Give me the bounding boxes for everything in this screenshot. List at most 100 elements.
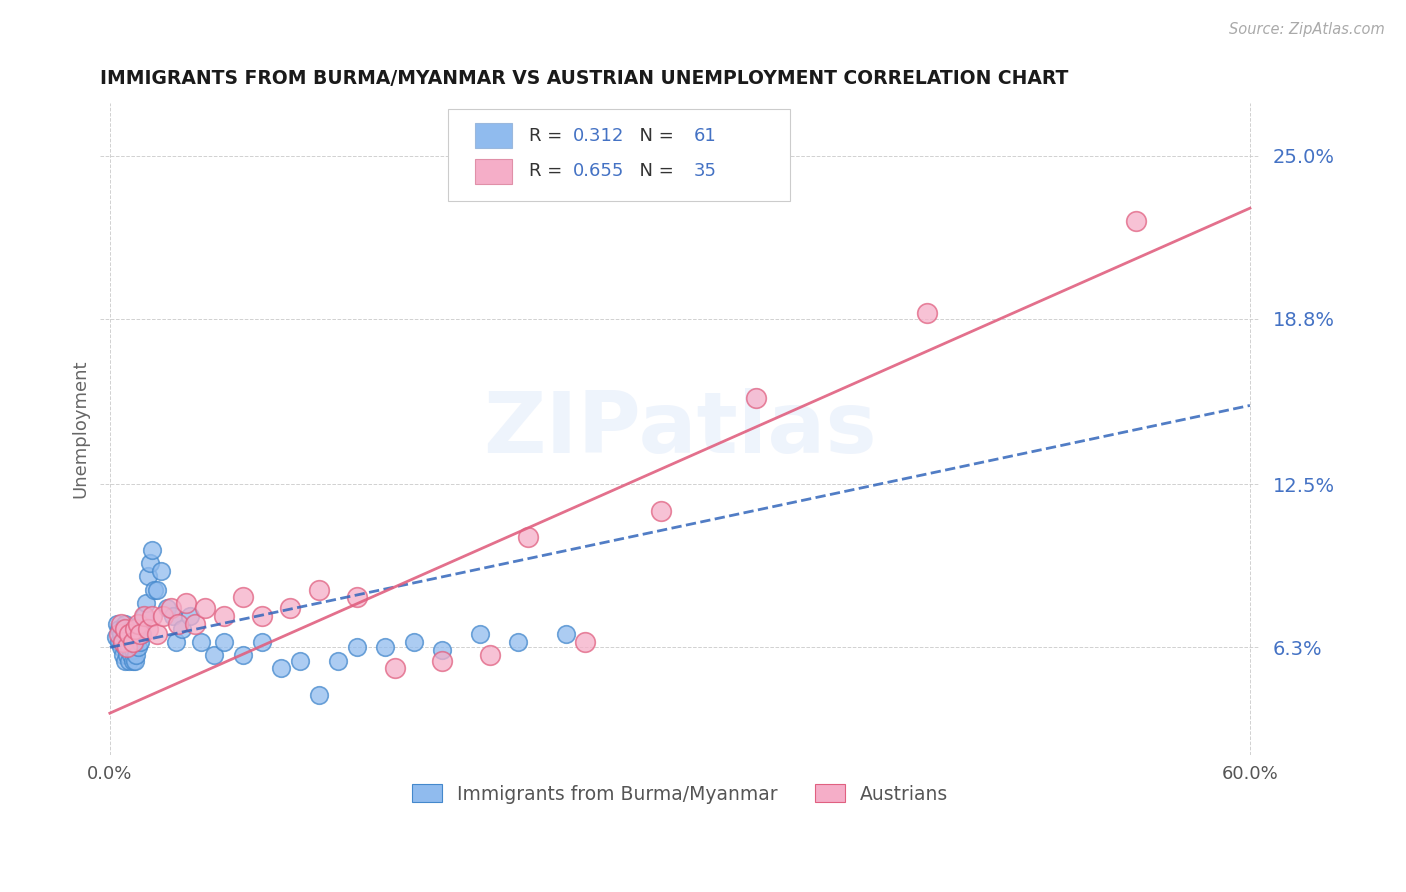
Point [212,635,235,649]
Point [132,608,155,623]
Point [107,616,129,631]
Point [121,654,143,668]
Point [326,654,349,668]
Point [114,640,136,655]
Point [114,630,136,644]
Point [165,635,187,649]
Point [179,608,201,623]
Point [232,648,254,663]
Point [152,608,174,623]
Point [508,635,530,649]
Point [346,640,368,655]
Point [141,543,163,558]
Point [432,643,454,657]
Point [108,627,131,641]
Point [118,654,141,668]
Point [402,635,425,649]
Point [156,601,179,615]
Point [478,648,501,663]
Point [346,591,368,605]
Point [150,564,173,578]
Point [232,591,254,605]
Text: 61: 61 [693,127,717,145]
Point [120,622,142,636]
Point [110,616,132,631]
FancyBboxPatch shape [475,123,512,148]
Text: Source: ZipAtlas.com: Source: ZipAtlas.com [1229,22,1385,37]
Point [129,635,152,649]
Point [288,654,311,668]
Text: R =: R = [529,127,568,145]
Point [745,391,768,405]
Point [112,635,135,649]
Y-axis label: Unemployment: Unemployment [72,359,89,499]
Point [250,635,273,649]
Point [194,601,217,615]
Point [125,627,148,641]
Point [190,635,212,649]
Point [136,569,159,583]
Point [308,688,330,702]
Point [184,616,207,631]
Point [115,640,138,655]
Point [125,648,148,663]
Text: 0.312: 0.312 [574,127,624,145]
Point [114,616,136,631]
Point [112,622,135,636]
Point [132,608,155,623]
Text: N =: N = [627,162,679,180]
Point [470,627,492,641]
Point [1125,214,1147,228]
FancyBboxPatch shape [475,159,512,184]
Point [121,630,143,644]
Point [554,627,576,641]
Point [129,616,152,631]
Text: IMMIGRANTS FROM BURMA/MYANMAR VS AUSTRIAN UNEMPLOYMENT CORRELATION CHART: IMMIGRANTS FROM BURMA/MYANMAR VS AUSTRIA… [100,69,1069,87]
Point [159,601,181,615]
Point [112,648,135,663]
Point [374,640,396,655]
Point [384,661,406,675]
Text: N =: N = [627,127,679,145]
Point [110,627,132,641]
Point [127,622,149,636]
Point [141,608,163,623]
Point [120,648,142,663]
Point [121,635,143,649]
Point [174,596,197,610]
Point [650,503,672,517]
Point [115,648,138,663]
Point [118,640,141,655]
Point [142,582,165,597]
Point [124,654,146,668]
Point [574,635,596,649]
Point [124,622,146,636]
Point [115,635,138,649]
Point [308,582,330,597]
Point [127,640,149,655]
Point [162,608,184,623]
Point [250,608,273,623]
Point [280,601,302,615]
Point [212,608,235,623]
Point [112,635,135,649]
Point [114,654,136,668]
Point [104,630,127,644]
Point [146,627,169,641]
Point [170,622,193,636]
Point [270,661,292,675]
Text: ZIPatlas: ZIPatlas [484,388,877,471]
Point [118,627,141,641]
Point [129,627,152,641]
Text: 35: 35 [693,162,717,180]
Legend: Immigrants from Burma/Myanmar, Austrians: Immigrants from Burma/Myanmar, Austrians [404,777,956,811]
Point [131,627,153,641]
FancyBboxPatch shape [449,110,790,201]
Point [136,622,159,636]
Point [146,582,169,597]
Text: 0.655: 0.655 [574,162,624,180]
Point [139,556,162,570]
Point [124,635,146,649]
Point [110,640,132,655]
Point [114,622,136,636]
